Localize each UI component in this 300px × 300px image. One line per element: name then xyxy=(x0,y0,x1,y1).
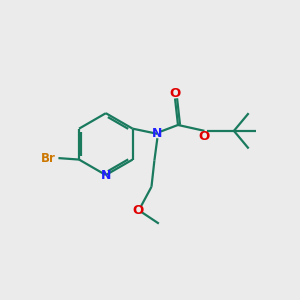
Text: O: O xyxy=(169,87,181,100)
Text: O: O xyxy=(132,204,143,217)
Text: N: N xyxy=(152,127,163,140)
Text: Br: Br xyxy=(41,152,56,165)
Text: N: N xyxy=(100,169,111,182)
Text: O: O xyxy=(199,130,210,143)
